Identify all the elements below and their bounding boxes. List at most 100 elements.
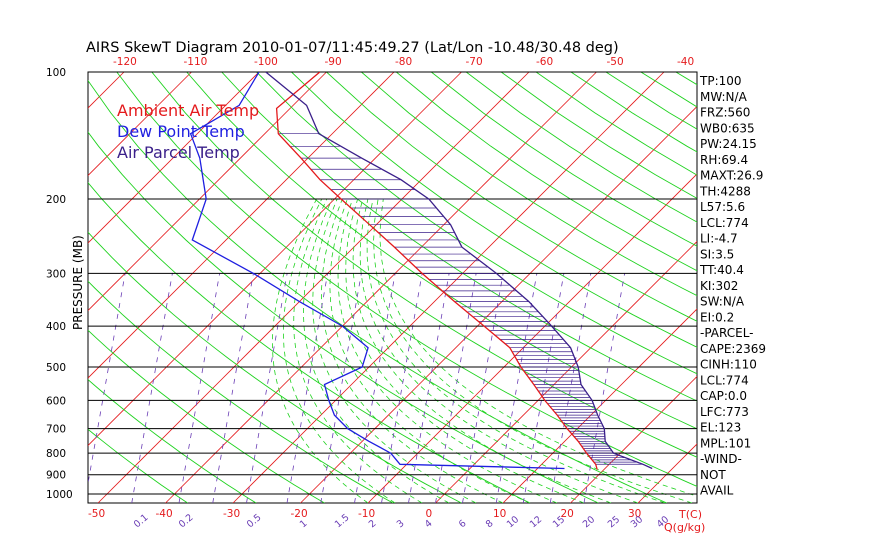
top-temp-tick-label: -70 [466, 56, 483, 68]
isotherm-line [300, 105, 697, 503]
moist-adiabat-line [337, 198, 558, 503]
index-value: NOT [700, 468, 726, 482]
legend: Ambient Air Temp Dew Point Temp Air Parcel… [117, 101, 259, 162]
mixing-ratio-tick-label: 6 [457, 518, 469, 530]
mixing-ratio-tick-label: 0.1 [132, 512, 151, 530]
cape-hatching [278, 133, 643, 465]
dry-adiabat-line [291, 72, 697, 348]
mixing-ratio-tick-label: 3 [395, 518, 407, 530]
dry-adiabat-line [88, 231, 462, 503]
dry-adiabat-line [88, 378, 257, 503]
index-value: MW:N/A [700, 90, 748, 104]
index-value: LCL:774 [700, 373, 749, 387]
isotherm-line [435, 240, 697, 503]
top-temp-tick-label: -40 [677, 56, 694, 68]
index-value: CAPE:2369 [700, 342, 766, 356]
isotherm-line [88, 72, 260, 244]
index-value: SW:N/A [700, 295, 745, 309]
index-value: AVAIL [700, 484, 734, 498]
legend-entry: Ambient Air Temp [117, 101, 259, 120]
bottom-temp-tick-label: -10 [358, 508, 375, 520]
dry-adiabat-line [88, 181, 531, 503]
dry-adiabat-line [88, 79, 667, 503]
isotherm-line [841, 72, 870, 503]
index-value: PW:24.15 [700, 137, 757, 151]
index-value: TP:100 [699, 74, 742, 88]
isotherm-line [570, 375, 697, 503]
bottom-temp-tick-label: -30 [223, 508, 240, 520]
isotherm-line [0, 72, 57, 503]
top-temp-tick-label: -100 [254, 56, 278, 68]
mixing-ratio-tick-label: 1 [298, 518, 310, 530]
dry-adiabat-line [88, 428, 188, 503]
dry-adiabat-line [88, 280, 394, 503]
grid-lines [0, 72, 870, 503]
index-value: TT:40.4 [699, 263, 744, 277]
dry-adiabat-line [256, 72, 697, 375]
bottom-temp-tick-label: -40 [156, 508, 173, 520]
bottom-temp-tick-label: 0 [426, 508, 433, 520]
isotherm-line [88, 72, 192, 177]
moist-adiabat-line [359, 199, 639, 503]
isotherm-line [165, 72, 597, 503]
pressure-tick-label: 100 [46, 67, 66, 79]
isotherm-line [88, 72, 395, 379]
series-line-dew-point-temp [189, 72, 565, 470]
pressure-tick-label: 500 [46, 362, 66, 374]
index-value: LFC:773 [700, 405, 749, 419]
top-temp-tick-label: -110 [184, 56, 208, 68]
bottom-temp-tick-label: 30 [628, 508, 641, 520]
top-temp-tick-label: -90 [325, 56, 342, 68]
pressure-tick-label: 300 [46, 268, 66, 280]
index-value: LCL:774 [700, 216, 749, 230]
index-value: MPL:101 [700, 436, 751, 450]
dry-adiabat-line [186, 72, 697, 430]
top-temp-tick-label: -120 [113, 56, 137, 68]
pressure-tick-label: 700 [46, 424, 66, 436]
moist-adiabat-line [379, 199, 697, 497]
index-value: EI:0.2 [700, 310, 734, 324]
index-value: -WIND- [700, 452, 742, 466]
legend-entry: Air Parcel Temp [117, 143, 240, 162]
index-value: FRZ:560 [700, 106, 750, 120]
bottom-temp-tick-label: 20 [561, 508, 574, 520]
mixing-ratio-tick-label: 25 [606, 514, 622, 530]
dry-adiabat-line [88, 131, 599, 503]
moist-adiabat-line [345, 198, 585, 503]
dry-adiabat-line [361, 72, 697, 297]
mixing-ratio-tick-label: 20 [581, 514, 597, 530]
index-value: SI:3.5 [700, 247, 734, 261]
moist-adiabat-line [293, 198, 423, 503]
top-temp-tick-label: -80 [395, 56, 412, 68]
moist-adiabat-line [373, 199, 693, 503]
bottom-temp-tick-label: -20 [291, 508, 308, 520]
mixing-ratio-tick-label: 1.5 [333, 512, 352, 530]
index-value: KI:302 [700, 279, 738, 293]
index-value: L57:5.6 [700, 200, 745, 214]
dry-adiabat-line [116, 72, 697, 487]
mixing-ratio-tick-label: 8 [484, 518, 496, 530]
pressure-tick-label: 200 [46, 194, 66, 206]
index-value: EL:123 [700, 421, 741, 435]
index-value: WB0:635 [700, 121, 755, 135]
mixing-ratio-tick-label: 4 [423, 518, 435, 530]
chart-title: AIRS SkewT Diagram 2010-01-07/11:45:49.2… [86, 40, 619, 56]
top-temp-tick-label: -60 [536, 56, 553, 68]
dry-adiabat-line [396, 72, 697, 272]
pressure-tick-label: 400 [46, 321, 66, 333]
bottom-temp-tick-label: 10 [493, 508, 506, 520]
dry-adiabat-line [221, 72, 697, 402]
index-value: CAP:0.0 [700, 389, 747, 403]
mixing-ratio-tick-label: 0.2 [177, 512, 196, 530]
mixing-ratio-label: Q(g/kg) [664, 521, 705, 534]
isotherm-line [773, 72, 870, 503]
index-value: LI:-4.7 [700, 232, 738, 246]
index-value: TH:4288 [699, 184, 751, 198]
profile-series [189, 72, 653, 470]
moist-adiabat-line [283, 198, 396, 503]
bottom-temp-tick-label: -50 [88, 508, 105, 520]
dry-adiabat-line [431, 72, 697, 247]
isotherm-line [232, 72, 665, 503]
